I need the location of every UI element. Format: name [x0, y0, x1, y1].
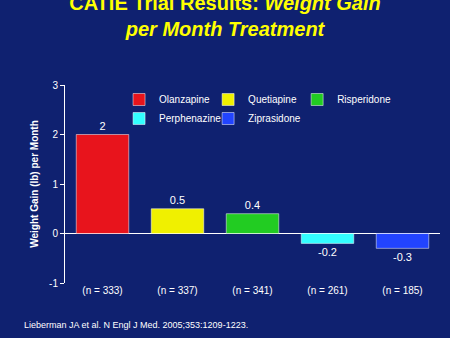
svg-text:(n = 261): (n = 261): [307, 285, 347, 296]
svg-text:1: 1: [52, 179, 58, 190]
svg-text:CATIE Trial Results: Weight Ga: CATIE Trial Results: Weight Gainper Mont…: [69, 0, 381, 40]
svg-text:Olanzapine: Olanzapine: [159, 94, 210, 105]
svg-text:-0.3: -0.3: [393, 251, 412, 263]
svg-text:2: 2: [52, 129, 58, 140]
svg-text:0: 0: [52, 228, 58, 239]
svg-text:Lieberman JA et al. N Engl J M: Lieberman JA et al. N Engl J Med. 2005;3…: [24, 320, 248, 330]
svg-text:(n = 333): (n = 333): [82, 285, 122, 296]
svg-text:(n = 337): (n = 337): [157, 285, 197, 296]
svg-text:Ziprasidone: Ziprasidone: [248, 113, 301, 124]
svg-text:-1: -1: [49, 278, 58, 289]
svg-text:Risperidone: Risperidone: [337, 94, 391, 105]
svg-text:-0.2: -0.2: [318, 246, 337, 258]
svg-text:Perphenazine: Perphenazine: [159, 113, 221, 124]
svg-text:(n = 185): (n = 185): [382, 285, 422, 296]
svg-text:2: 2: [99, 120, 105, 132]
svg-text:0.4: 0.4: [245, 199, 260, 211]
svg-text:0.5: 0.5: [170, 194, 185, 206]
svg-text:(n = 341): (n = 341): [232, 285, 272, 296]
svg-text:Weight Gain (lb) per Month: Weight Gain (lb) per Month: [29, 120, 40, 248]
svg-text:3: 3: [52, 80, 58, 91]
svg-text:Quetiapine: Quetiapine: [248, 94, 297, 105]
